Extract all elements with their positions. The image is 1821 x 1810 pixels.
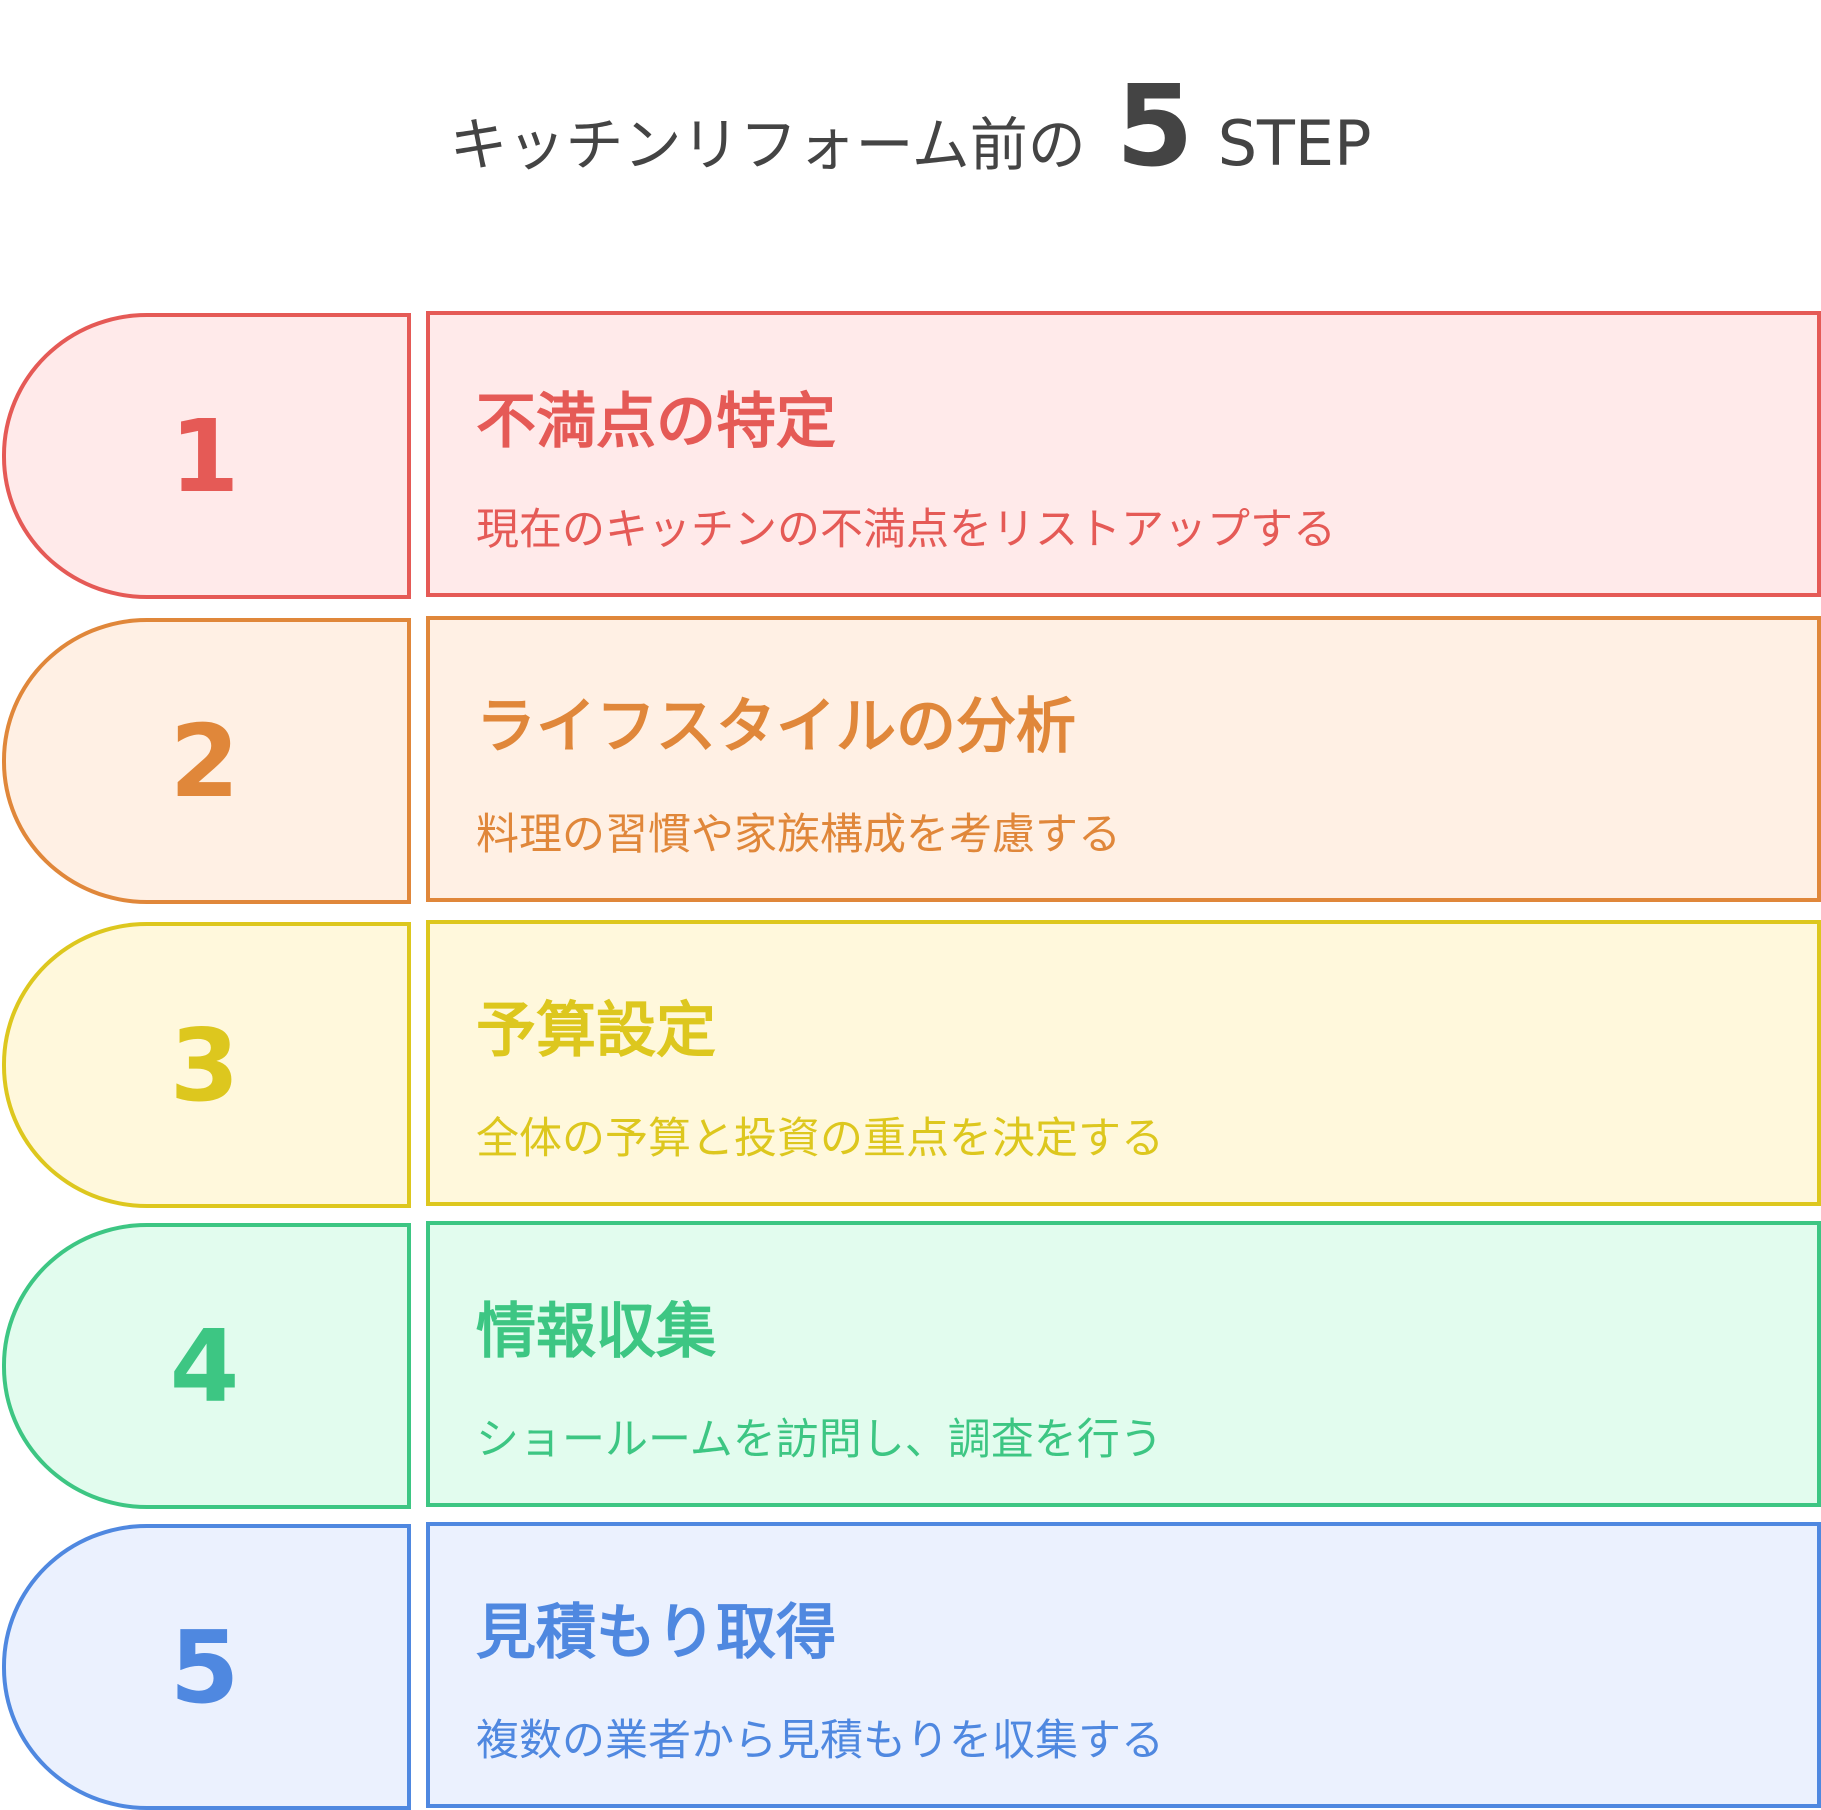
step-content-box: 不満点の特定現在のキッチンの不満点をリストアップする <box>426 311 1821 597</box>
step-content-box: 予算設定全体の予算と投資の重点を決定する <box>426 920 1821 1206</box>
step-number-tab: 5 <box>2 1524 411 1810</box>
step-number: 4 <box>169 1307 240 1425</box>
step-description: 料理の習慣や家族構成を考慮する <box>476 810 1121 860</box>
step-content-box: 情報収集ショールームを訪問し、調査を行う <box>426 1221 1821 1507</box>
step-heading: 予算設定 <box>476 996 716 1066</box>
step-heading: 不満点の特定 <box>476 387 836 457</box>
step-number: 3 <box>169 1006 240 1124</box>
step-description: 複数の業者から見積もりを収集する <box>476 1716 1164 1766</box>
step-3: 3 予算設定全体の予算と投資の重点を決定する <box>0 920 1821 1208</box>
step-heading: 情報収集 <box>476 1297 716 1367</box>
step-description: 現在のキッチンの不満点をリストアップする <box>476 505 1336 555</box>
step-number: 2 <box>169 702 240 820</box>
step-2: 2 ライフスタイルの分析料理の習慣や家族構成を考慮する <box>0 616 1821 904</box>
step-1: 1 不満点の特定現在のキッチンの不満点をリストアップする <box>0 311 1821 599</box>
step-number: 1 <box>169 397 240 515</box>
step-content-box: ライフスタイルの分析料理の習慣や家族構成を考慮する <box>426 616 1821 902</box>
step-number-tab: 1 <box>2 313 411 599</box>
step-description: ショールームを訪問し、調査を行う <box>476 1415 1163 1465</box>
title-number: 5 <box>1115 62 1194 192</box>
step-description: 全体の予算と投資の重点を決定する <box>476 1114 1164 1164</box>
step-number: 5 <box>169 1608 240 1726</box>
step-number-tab: 4 <box>2 1223 411 1509</box>
step-content-box: 見積もり取得複数の業者から見積もりを収集する <box>426 1522 1821 1808</box>
step-heading: 見積もり取得 <box>476 1598 836 1668</box>
step-5: 5 見積もり取得複数の業者から見積もりを収集する <box>0 1522 1821 1810</box>
step-number-tab: 3 <box>2 922 411 1208</box>
title-suffix: STEP <box>1217 107 1372 180</box>
title-prefix: キッチンリフォーム前の <box>449 111 1086 179</box>
step-number-tab: 2 <box>2 618 411 904</box>
page-title: キッチンリフォーム前の 5 STEP <box>0 62 1821 192</box>
step-4: 4 情報収集ショールームを訪問し、調査を行う <box>0 1221 1821 1509</box>
step-heading: ライフスタイルの分析 <box>476 692 1076 762</box>
